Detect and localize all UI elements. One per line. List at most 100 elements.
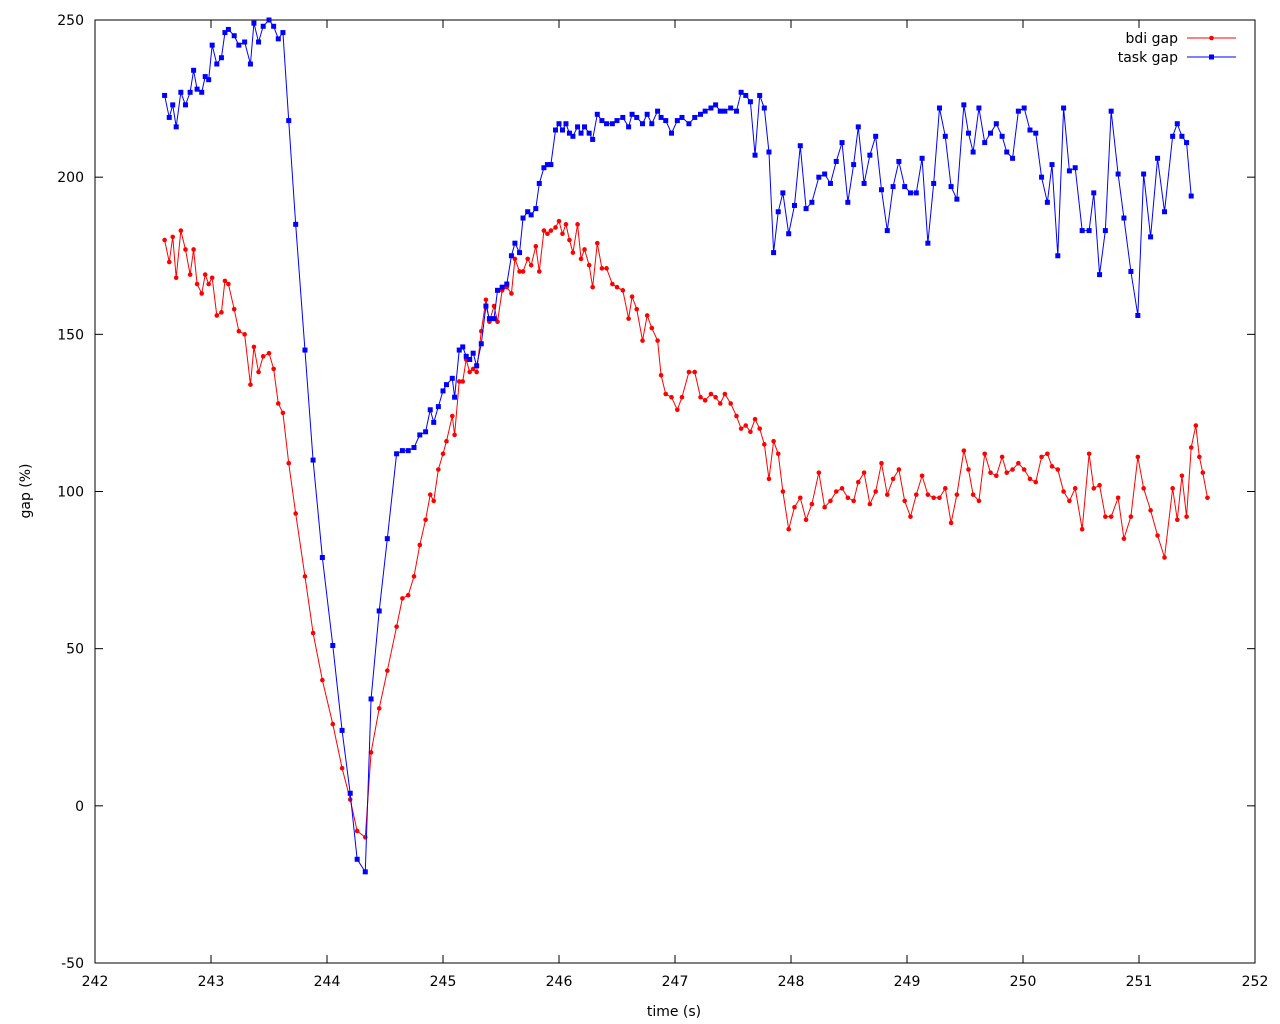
- data-point: [614, 284, 620, 290]
- data-point: [620, 114, 626, 120]
- data-point: [675, 407, 680, 413]
- data-point: [368, 696, 374, 702]
- data-point: [890, 184, 896, 190]
- data-point: [833, 489, 839, 494]
- data-point: [478, 341, 484, 347]
- data-point: [528, 262, 534, 268]
- data-point: [248, 382, 253, 387]
- data-point: [717, 401, 723, 406]
- data-point: [988, 470, 993, 475]
- data-point: [463, 353, 469, 359]
- data-point: [988, 130, 994, 136]
- data-point: [982, 140, 988, 146]
- data-point: [1010, 155, 1016, 161]
- data-point: [219, 310, 224, 315]
- data-point: [1049, 464, 1055, 469]
- data-point: [1061, 105, 1067, 111]
- data-point: [173, 124, 179, 130]
- data-point: [1170, 486, 1175, 491]
- data-point: [525, 209, 531, 215]
- data-point: [1193, 423, 1199, 428]
- data-point: [286, 460, 292, 466]
- data-point: [1086, 451, 1092, 457]
- data-point: [330, 721, 336, 727]
- x-tick-label: 247: [662, 974, 689, 990]
- data-point: [1128, 268, 1134, 274]
- data-point: [1200, 470, 1206, 475]
- legend-label-bdi-gap: bdi gap: [1126, 31, 1179, 47]
- data-point: [405, 448, 411, 454]
- data-point: [559, 127, 565, 133]
- data-point: [791, 202, 797, 208]
- data-point: [873, 489, 878, 494]
- data-point: [411, 574, 417, 579]
- data-point: [560, 231, 565, 237]
- data-point: [570, 133, 576, 139]
- data-point: [1021, 467, 1027, 472]
- data-point: [775, 209, 781, 215]
- data-point: [942, 133, 948, 139]
- data-point: [427, 407, 433, 413]
- data-point: [604, 121, 610, 127]
- data-point: [879, 460, 884, 466]
- data-point: [1086, 228, 1092, 234]
- data-point: [440, 451, 446, 457]
- data-point: [614, 118, 620, 124]
- data-point: [655, 108, 661, 114]
- data-point: [260, 23, 266, 29]
- data-point: [649, 325, 655, 331]
- data-point: [752, 152, 758, 158]
- data-point: [206, 77, 212, 83]
- data-point: [629, 111, 635, 117]
- data-point: [452, 432, 457, 438]
- data-point: [491, 316, 497, 322]
- data-point: [1079, 526, 1085, 532]
- data-point: [166, 259, 172, 265]
- data-point: [743, 423, 749, 428]
- data-point: [1179, 133, 1185, 139]
- data-point: [839, 140, 845, 146]
- data-point: [786, 231, 792, 237]
- data-point: [722, 108, 728, 114]
- data-point: [256, 39, 262, 45]
- data-point: [444, 438, 449, 444]
- data-point: [961, 102, 967, 108]
- data-point: [908, 514, 913, 519]
- data-point: [517, 269, 522, 274]
- data-point: [222, 278, 228, 284]
- data-point: [399, 448, 405, 454]
- data-point: [286, 118, 292, 124]
- data-point: [919, 155, 925, 161]
- data-point: [896, 158, 902, 164]
- data-point: [713, 394, 718, 400]
- data-point: [851, 162, 857, 168]
- data-point: [443, 382, 449, 388]
- data-point: [708, 391, 714, 397]
- data-point: [339, 727, 345, 733]
- data-point: [644, 111, 650, 117]
- data-point: [797, 495, 803, 501]
- data-point: [508, 253, 514, 259]
- data-point: [191, 247, 196, 252]
- data-point: [1174, 121, 1180, 127]
- data-point: [586, 130, 592, 136]
- data-point: [679, 394, 685, 400]
- y-axis-label: gap (%): [18, 463, 34, 518]
- data-point: [919, 473, 925, 479]
- data-point: [634, 306, 640, 312]
- data-point: [578, 256, 584, 262]
- data-point: [310, 457, 316, 463]
- data-point: [536, 180, 542, 186]
- data-point: [449, 413, 455, 419]
- data-point: [302, 347, 308, 353]
- data-point: [845, 199, 851, 205]
- data-point: [449, 375, 455, 381]
- data-point: [913, 492, 919, 497]
- data-point: [187, 272, 193, 277]
- data-point: [1141, 171, 1147, 177]
- data-point: [1174, 517, 1180, 523]
- data-point: [170, 102, 176, 108]
- legend-label-task-gap: task gap: [1118, 50, 1178, 66]
- data-point: [839, 486, 845, 491]
- data-point: [1091, 190, 1097, 196]
